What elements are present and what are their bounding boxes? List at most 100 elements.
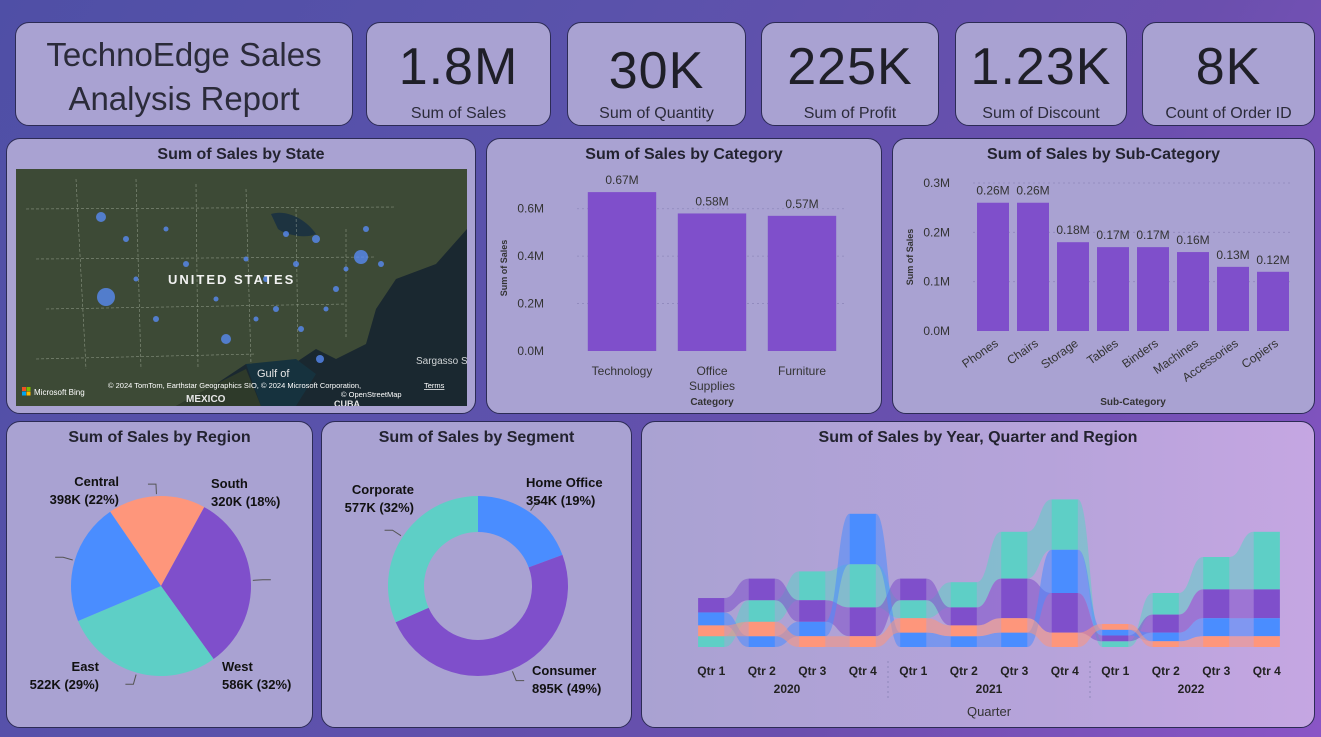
ribbon-column-segment[interactable] bbox=[1051, 499, 1078, 550]
ribbon-column-segment[interactable] bbox=[748, 636, 775, 647]
ribbon-column-segment[interactable] bbox=[1102, 623, 1129, 630]
ribbon-column-segment[interactable] bbox=[849, 513, 876, 565]
ribbon-column-segment[interactable] bbox=[1152, 614, 1179, 633]
ribbon-band[interactable] bbox=[976, 531, 1002, 608]
ribbon-column-segment[interactable] bbox=[950, 607, 977, 626]
bar[interactable] bbox=[1257, 271, 1289, 331]
ribbon-band[interactable] bbox=[825, 600, 850, 637]
ribbon-band[interactable] bbox=[1178, 618, 1204, 642]
ribbon-column-segment[interactable] bbox=[1253, 618, 1280, 637]
ribbon-band[interactable] bbox=[1229, 531, 1254, 590]
pie-slice[interactable] bbox=[388, 496, 478, 623]
ribbon-band[interactable] bbox=[724, 578, 749, 613]
ribbon-band[interactable] bbox=[724, 621, 749, 637]
kpi-card-discount[interactable]: 1.23K Sum of Discount bbox=[955, 22, 1127, 126]
bar[interactable] bbox=[1017, 202, 1049, 331]
ribbon-band[interactable] bbox=[774, 578, 800, 622]
ribbon-band[interactable] bbox=[1229, 618, 1254, 637]
ribbon-band[interactable] bbox=[875, 578, 901, 637]
ribbon-column-segment[interactable] bbox=[1253, 589, 1280, 619]
bar[interactable] bbox=[1057, 242, 1089, 331]
ribbon-column-segment[interactable] bbox=[1102, 641, 1129, 647]
ribbon-band[interactable] bbox=[976, 618, 1002, 637]
ribbon-band[interactable] bbox=[1178, 636, 1204, 647]
ribbon-band[interactable] bbox=[1077, 549, 1103, 636]
ribbon-band[interactable] bbox=[825, 513, 850, 637]
pie-slice[interactable] bbox=[110, 496, 205, 586]
bar[interactable] bbox=[767, 215, 837, 351]
ribbon-column-segment[interactable] bbox=[1203, 557, 1230, 590]
kpi-card-quantity[interactable]: 30K Sum of Quantity bbox=[567, 22, 746, 126]
ribbon-column-segment[interactable] bbox=[1051, 632, 1078, 647]
ribbon-band[interactable] bbox=[1077, 623, 1103, 647]
ribbon-band[interactable] bbox=[1027, 549, 1052, 647]
ribbon-column-segment[interactable] bbox=[950, 582, 977, 608]
ribbon-band[interactable] bbox=[1027, 618, 1052, 647]
kpi-card-orders[interactable]: 8K Count of Order ID bbox=[1142, 22, 1315, 126]
sales-map[interactable]: UNITED STATES Gulf of Sargasso Se MEXICO… bbox=[16, 169, 467, 406]
ribbon-column-segment[interactable] bbox=[1152, 632, 1179, 642]
ribbon-column-segment[interactable] bbox=[1001, 618, 1028, 633]
ribbon-band[interactable] bbox=[1077, 593, 1103, 642]
ribbon-column-segment[interactable] bbox=[1253, 531, 1280, 590]
ribbon-band[interactable] bbox=[926, 618, 951, 637]
ribbon-column-segment[interactable] bbox=[799, 636, 826, 647]
ribbon-column-segment[interactable] bbox=[1203, 618, 1230, 637]
bar[interactable] bbox=[1137, 247, 1169, 331]
map-terms-link[interactable]: Terms bbox=[424, 381, 445, 390]
ribbon-band[interactable] bbox=[1027, 499, 1052, 579]
ribbon-band[interactable] bbox=[1229, 636, 1254, 647]
pie-slice[interactable] bbox=[395, 554, 568, 677]
ribbon-band[interactable] bbox=[926, 578, 951, 626]
ribbon-band[interactable] bbox=[774, 621, 800, 647]
ribbon-column-segment[interactable] bbox=[1152, 641, 1179, 647]
ribbon-column-segment[interactable] bbox=[799, 571, 826, 601]
ribbon-column-segment[interactable] bbox=[849, 636, 876, 647]
ribbon-column-segment[interactable] bbox=[1253, 636, 1280, 647]
ribbon-column-segment[interactable] bbox=[849, 607, 876, 637]
ribbon-column-segment[interactable] bbox=[900, 632, 927, 647]
ribbon-column-segment[interactable] bbox=[849, 564, 876, 608]
pie-slice[interactable] bbox=[71, 511, 161, 621]
ribbon-column-segment[interactable] bbox=[698, 625, 725, 637]
ribbon-column-segment[interactable] bbox=[1203, 636, 1230, 647]
ribbon-band[interactable] bbox=[875, 618, 901, 647]
pie-slice[interactable] bbox=[478, 496, 563, 568]
ribbon-column-segment[interactable] bbox=[698, 636, 725, 647]
ribbon-band[interactable] bbox=[1178, 557, 1204, 615]
ribbon-band[interactable] bbox=[875, 513, 901, 647]
ribbon-band[interactable] bbox=[1229, 589, 1254, 619]
ribbon-band[interactable] bbox=[976, 578, 1002, 626]
ribbon-column-segment[interactable] bbox=[799, 621, 826, 637]
bar[interactable] bbox=[1097, 247, 1129, 331]
ribbon-band[interactable] bbox=[1077, 499, 1103, 647]
ribbon-column-segment[interactable] bbox=[1001, 531, 1028, 579]
bar[interactable] bbox=[587, 192, 657, 351]
ribbon-column-segment[interactable] bbox=[748, 600, 775, 622]
ribbon-column-segment[interactable] bbox=[698, 612, 725, 626]
ribbon-column-segment[interactable] bbox=[1102, 629, 1129, 636]
ribbon-column-segment[interactable] bbox=[1203, 589, 1230, 619]
ribbon-band[interactable] bbox=[1178, 589, 1204, 633]
ribbon-column-segment[interactable] bbox=[950, 625, 977, 637]
bar[interactable] bbox=[677, 213, 747, 351]
ribbon-band[interactable] bbox=[926, 632, 951, 647]
ribbon-band[interactable] bbox=[1128, 623, 1153, 647]
ribbon-column-segment[interactable] bbox=[748, 621, 775, 637]
ribbon-column-segment[interactable] bbox=[1001, 578, 1028, 619]
ribbon-column-segment[interactable] bbox=[950, 636, 977, 647]
ribbon-band[interactable] bbox=[825, 636, 850, 647]
ribbon-column-segment[interactable] bbox=[1051, 593, 1078, 633]
pie-slice[interactable] bbox=[78, 586, 214, 676]
ribbon-column-segment[interactable] bbox=[1051, 549, 1078, 593]
ribbon-column-segment[interactable] bbox=[900, 600, 927, 619]
bar[interactable] bbox=[977, 202, 1009, 331]
ribbon-column-segment[interactable] bbox=[900, 578, 927, 601]
pie-slice[interactable] bbox=[161, 507, 252, 660]
ribbon-column-segment[interactable] bbox=[1102, 635, 1129, 642]
kpi-card-profit[interactable]: 225K Sum of Profit bbox=[761, 22, 939, 126]
ribbon-band[interactable] bbox=[1128, 593, 1153, 647]
bar[interactable] bbox=[1177, 252, 1209, 331]
ribbon-band[interactable] bbox=[976, 632, 1002, 647]
ribbon-column-segment[interactable] bbox=[748, 578, 775, 601]
